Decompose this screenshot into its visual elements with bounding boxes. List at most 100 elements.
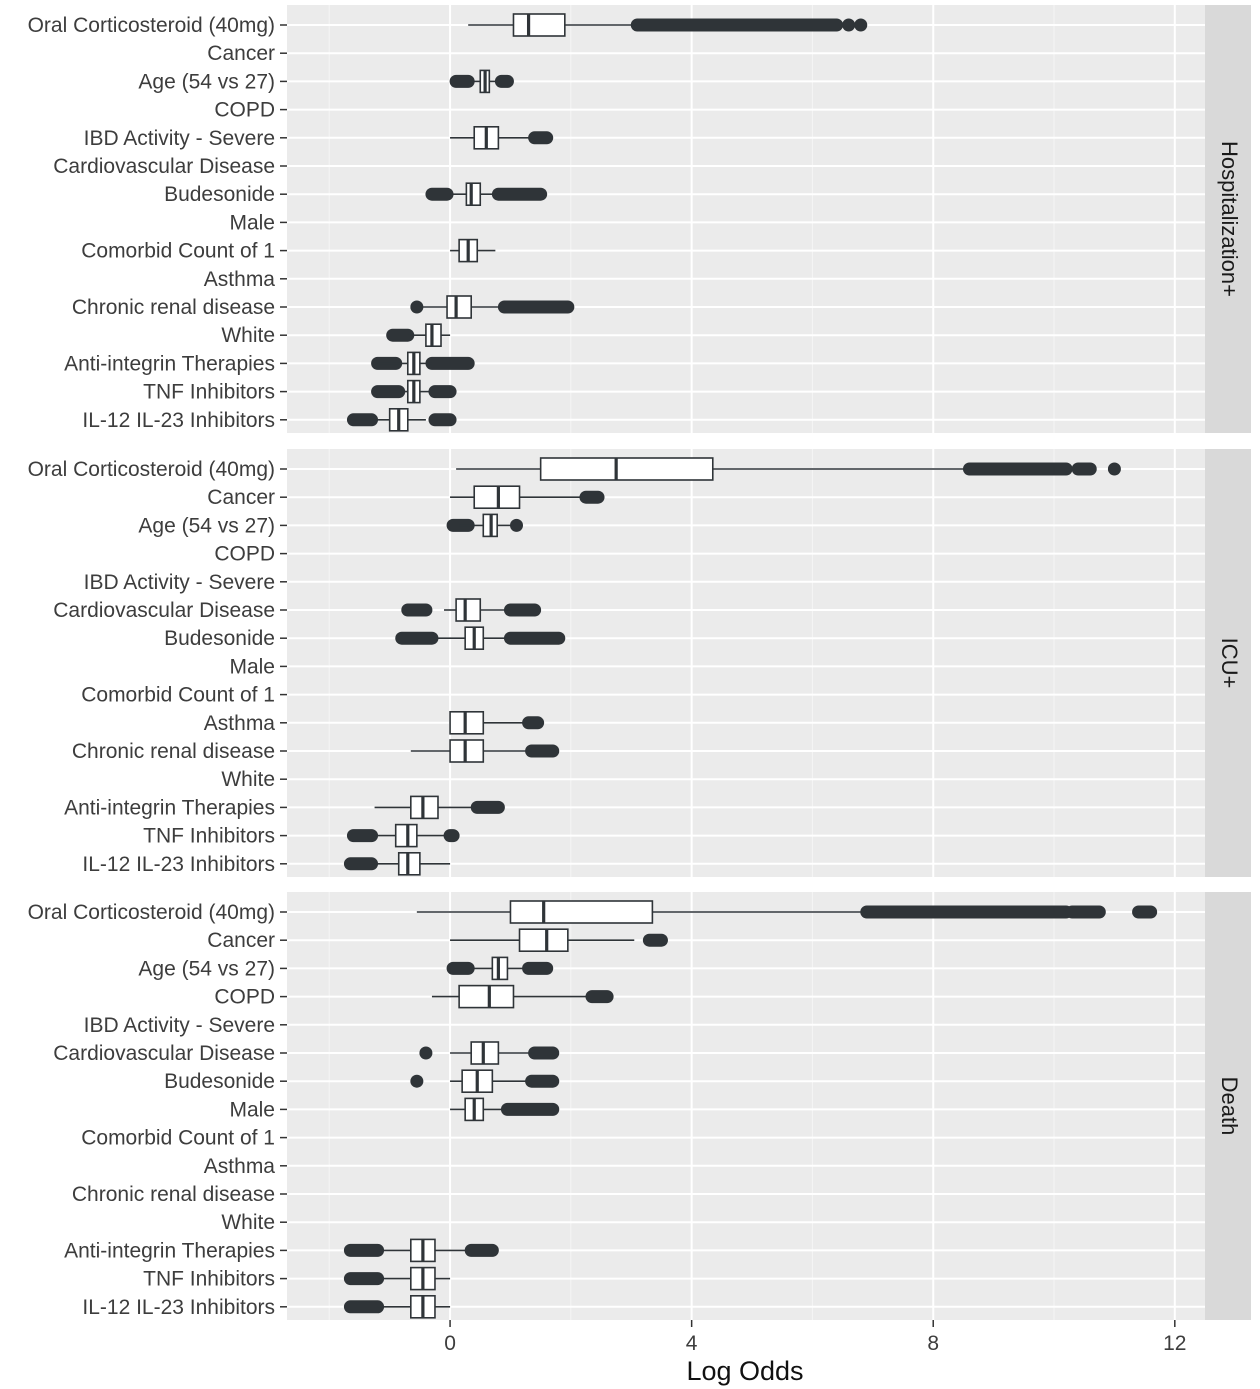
outlier-cluster	[962, 462, 1073, 476]
y-tick-label: TNF Inhibitors	[143, 825, 275, 848]
y-tick-label: Oral Corticosteroid (40mg)	[28, 901, 275, 924]
box-budesonide	[395, 626, 566, 651]
box-tnf-inhibitors	[346, 823, 460, 848]
iqr-box	[455, 598, 482, 622]
y-tick-label: Cardiovascular Disease	[53, 155, 275, 178]
iqr-box	[458, 984, 515, 1009]
y-tick-label: Budesonide	[164, 183, 275, 206]
outlier-cluster	[395, 631, 439, 645]
y-tick-label: Comorbid Count of 1	[81, 684, 275, 707]
box-anti-integrin-therapies	[374, 795, 505, 820]
x-tick-label: 4	[686, 1332, 698, 1355]
iqr-box	[509, 900, 654, 924]
box-age-54-vs-27	[449, 69, 514, 94]
y-tick-label: Anti-integrin Therapies	[64, 352, 275, 375]
outlier-cluster	[446, 961, 475, 975]
box-oral-corticosteroid-40mg	[416, 900, 1158, 924]
outlier-cluster	[343, 1243, 385, 1257]
y-tick-label: Male	[229, 655, 275, 678]
iqr-box	[465, 182, 482, 206]
box-white	[386, 323, 451, 348]
outlier-cluster	[642, 933, 668, 947]
box-cardiovascular-disease	[419, 1041, 560, 1065]
outlier-point	[410, 1074, 424, 1088]
y-tick-label: IBD Activity - Severe	[84, 1014, 275, 1037]
facet-strip	[1205, 5, 1251, 433]
outlier-cluster	[428, 385, 457, 399]
outlier-cluster	[443, 829, 460, 843]
outlier-cluster	[630, 18, 844, 32]
box-chronic-renal-disease	[410, 295, 575, 319]
x-axis-label: Log Odds	[686, 1356, 803, 1386]
outlier-cluster	[1071, 462, 1097, 476]
y-tick-label: White	[221, 768, 275, 791]
box-oral-corticosteroid-40mg	[468, 13, 868, 37]
y-tick-label: Comorbid Count of 1	[81, 1127, 275, 1150]
y-tick-label: Anti-integrin Therapies	[64, 1239, 275, 1262]
y-tick-label: IBD Activity - Severe	[84, 127, 275, 150]
y-tick-label: TNF Inhibitors	[143, 381, 275, 404]
y-tick-label: Chronic renal disease	[72, 1183, 275, 1206]
box-asthma	[449, 710, 545, 735]
y-tick-label: Comorbid Count of 1	[81, 240, 275, 263]
outlier-cluster	[425, 356, 475, 370]
y-tick-label: TNF Inhibitors	[143, 1268, 275, 1291]
iqr-box	[518, 928, 569, 953]
iqr-box	[539, 457, 714, 481]
outlier-cluster	[401, 603, 433, 617]
y-tick-label: Anti-integrin Therapies	[64, 796, 275, 819]
iqr-box	[446, 295, 473, 319]
box-tnf-inhibitors	[343, 1266, 451, 1291]
panel-icu: Oral Corticosteroid (40mg) Cancer Age (54 …	[28, 449, 1251, 877]
box-tnf-inhibitors	[371, 379, 457, 404]
panel-background	[287, 892, 1205, 1320]
y-tick-label: Age (54 vs 27)	[138, 514, 275, 537]
panels: Oral Corticosteroid (40mg) Cancer Age (54 …	[28, 5, 1251, 1320]
box-copd	[431, 984, 614, 1009]
outlier-cluster	[579, 490, 605, 504]
outlier-cluster	[522, 716, 545, 730]
outlier-point	[842, 18, 856, 32]
y-tick-label: Chronic renal disease	[72, 296, 275, 319]
facet-label: Hospitalization+	[1217, 141, 1242, 297]
iqr-box	[512, 13, 566, 37]
outlier-cluster	[1132, 905, 1158, 919]
y-tick-label: IL-12 IL-23 Inhibitors	[82, 409, 275, 432]
y-tick-label: Budesonide	[164, 627, 275, 650]
y-tick-label: Cardiovascular Disease	[53, 599, 275, 622]
facet-strip	[1205, 892, 1251, 1320]
box-il-12-il-23-inhibitors	[343, 1295, 451, 1319]
y-tick-label: IBD Activity - Severe	[84, 571, 275, 594]
box-oral-corticosteroid-40mg	[456, 457, 1121, 481]
facet-strip	[1205, 449, 1251, 877]
outlier-cluster	[386, 328, 415, 342]
outlier-cluster	[425, 187, 454, 201]
box-il-12-il-23-inhibitors	[343, 851, 451, 876]
y-tick-label: Cancer	[207, 929, 275, 952]
outlier-cluster	[343, 1300, 385, 1314]
box-age-54-vs-27	[446, 513, 523, 538]
outlier-cluster	[470, 800, 505, 814]
box-budesonide	[425, 182, 548, 206]
panel-background	[287, 5, 1205, 433]
outlier-point	[419, 1046, 433, 1060]
y-tick-label: COPD	[214, 986, 275, 1009]
box-ibd-activity-severe	[450, 126, 554, 150]
y-tick-label: Age (54 vs 27)	[138, 957, 275, 980]
outlier-cluster	[500, 1102, 560, 1116]
outlier-cluster	[494, 74, 514, 88]
outlier-cluster	[1065, 905, 1106, 919]
outlier-point	[854, 18, 868, 32]
facet-label: Death	[1217, 1077, 1242, 1136]
y-tick-label: White	[221, 324, 275, 347]
x-axis: 0 4 8 12	[444, 1320, 1186, 1355]
panel-death: Oral Corticosteroid (40mg) Cancer Age (54 …	[28, 892, 1251, 1320]
panel-hospitalization: Oral Corticosteroid (40mg) Cancer Age (54 …	[28, 5, 1251, 433]
y-tick-label: Male	[229, 211, 275, 234]
outlier-cluster	[497, 300, 575, 314]
y-tick-label: Cardiovascular Disease	[53, 1042, 275, 1065]
outlier-cluster	[503, 631, 566, 645]
outlier-cluster	[525, 744, 560, 758]
outlier-point	[510, 518, 523, 532]
